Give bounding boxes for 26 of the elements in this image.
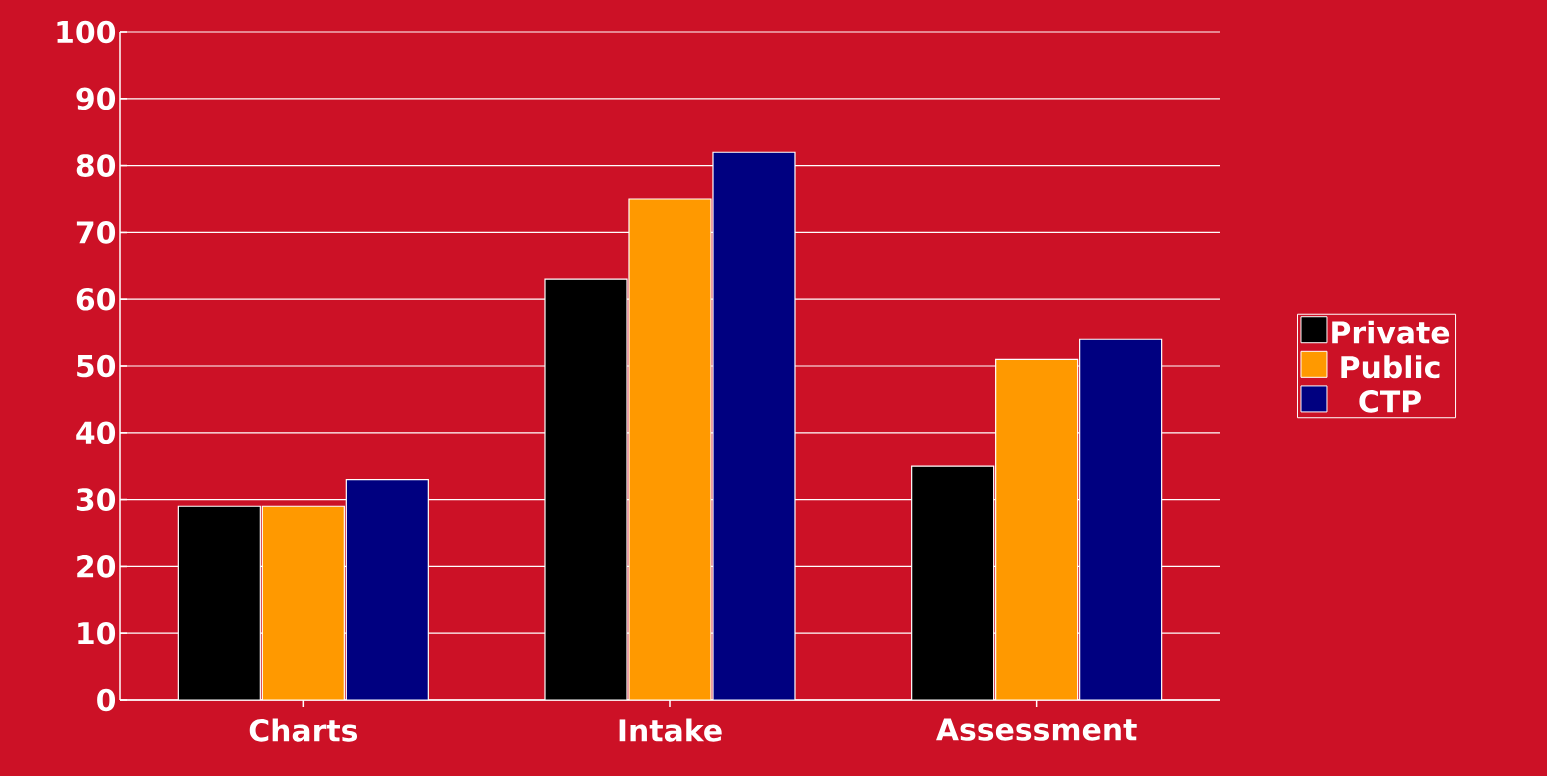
legend-label: CTP: [1359, 390, 1421, 413]
y-tick-label: 30: [76, 488, 116, 511]
bar: [544, 278, 628, 700]
x-tick-label: Assessment: [936, 718, 1137, 741]
y-tick-label: 50: [77, 354, 116, 378]
legend-label: Public: [1341, 355, 1440, 379]
y-tick-label: 90: [76, 87, 116, 111]
bar: [1079, 338, 1163, 700]
y-tick-label: 40: [76, 421, 116, 445]
bar: [995, 358, 1079, 700]
bar: [712, 151, 796, 700]
y-tick-label: 70: [76, 221, 116, 244]
y-tick-label: 10: [78, 621, 116, 645]
y-tick-label: 80: [76, 154, 116, 177]
x-tick-label: Intake: [619, 718, 722, 742]
bar: [261, 505, 345, 700]
y-tick-label: 100: [57, 20, 116, 44]
y-tick-label: 20: [77, 555, 116, 578]
bar: [628, 198, 712, 700]
bar: [345, 478, 429, 700]
bar: [911, 465, 995, 700]
y-tick-label: 60: [76, 287, 116, 311]
x-tick-label: Charts: [249, 718, 358, 742]
legend-label: Private: [1332, 320, 1450, 344]
bar: [177, 505, 261, 700]
y-tick-label: 0: [97, 688, 116, 712]
